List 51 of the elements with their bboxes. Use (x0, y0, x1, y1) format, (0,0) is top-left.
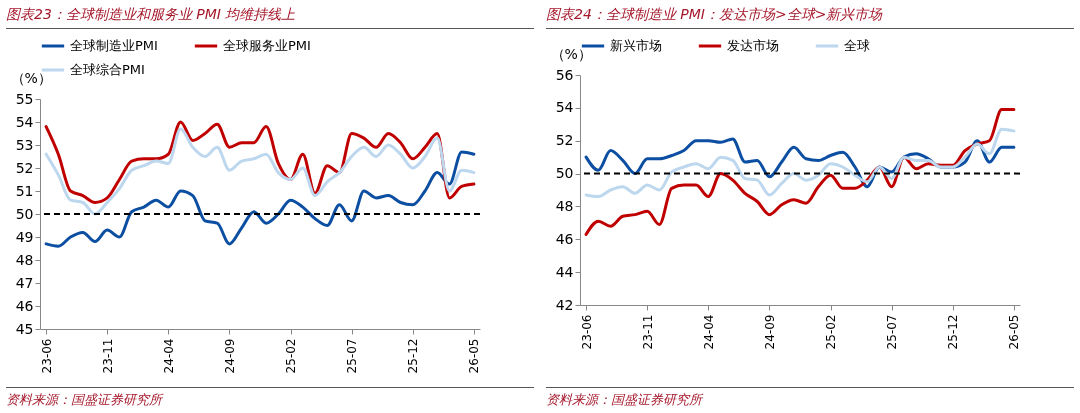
y-tick-label: 54 (15, 113, 34, 130)
y-tick-label: 48 (555, 197, 574, 214)
y-axis-title: （%） (550, 45, 592, 62)
x-tick-label: 25-02 (824, 314, 839, 350)
x-tick-label: 25-02 (284, 338, 299, 374)
x-tick-label: 25-12 (946, 314, 961, 350)
y-tick-label: 52 (555, 132, 574, 149)
x-tick-label: 24-04 (161, 338, 176, 374)
x-tick-label: 26-05 (467, 338, 482, 374)
y-tick-label: 49 (15, 228, 34, 245)
y-tick-label: 44 (555, 263, 574, 280)
line-series (44, 127, 476, 216)
x-tick-label: 25-07 (345, 338, 360, 374)
legend-label: 全球 (844, 38, 870, 53)
x-tick-label: 25-12 (406, 338, 421, 374)
chart-title: 图表23：全球制造业和服务业 PMI 均维持线上 (6, 0, 534, 29)
x-tick-label: 23-11 (100, 338, 115, 374)
y-tick-label: 54 (555, 99, 574, 116)
text: 资料来源：国盛证券研究所 (546, 387, 1074, 409)
legend-label: 发达市场 (727, 38, 779, 53)
x-tick-label: 23-06 (39, 338, 54, 374)
y-tick-label: 46 (555, 230, 574, 247)
y-tick-label: 42 (555, 296, 574, 313)
x-tick-label: 24-09 (762, 314, 777, 350)
line-series (44, 150, 476, 248)
y-tick-label: 45 (15, 320, 34, 337)
y-tick-label: 48 (15, 251, 34, 268)
x-tick-label: 24-09 (222, 338, 237, 374)
x-tick-label: 25-07 (885, 314, 900, 350)
legend-label: 全球服务业PMI (223, 38, 311, 53)
y-axis-title: （%） (10, 69, 52, 86)
y-tick-label: 53 (15, 136, 34, 153)
line-series (44, 120, 476, 204)
y-tick-label: 55 (15, 90, 34, 107)
text: 资料来源：国盛证券研究所 (6, 387, 534, 409)
y-tick-label: 47 (15, 274, 34, 291)
y-tick-label: 51 (15, 182, 34, 199)
x-tick-label: 23-11 (640, 314, 655, 350)
x-tick-label: 24-04 (701, 314, 716, 350)
legend-label: 新兴市场 (610, 38, 662, 53)
y-tick-label: 50 (555, 165, 574, 182)
y-tick-label: 46 (15, 297, 34, 314)
legend-label: 全球制造业PMI (70, 38, 158, 53)
y-tick-label: 56 (555, 66, 574, 83)
line-series (584, 127, 1016, 199)
x-tick-label: 26-05 (1007, 314, 1022, 350)
legend-label: 全球综合PMI (70, 62, 145, 77)
y-tick-label: 52 (15, 159, 34, 176)
chart-title: 图表24：全球制造业 PMI：发达市场>全球>新兴市场 (546, 0, 1074, 29)
y-tick-label: 50 (15, 205, 34, 222)
x-tick-label: 23-06 (579, 314, 594, 350)
